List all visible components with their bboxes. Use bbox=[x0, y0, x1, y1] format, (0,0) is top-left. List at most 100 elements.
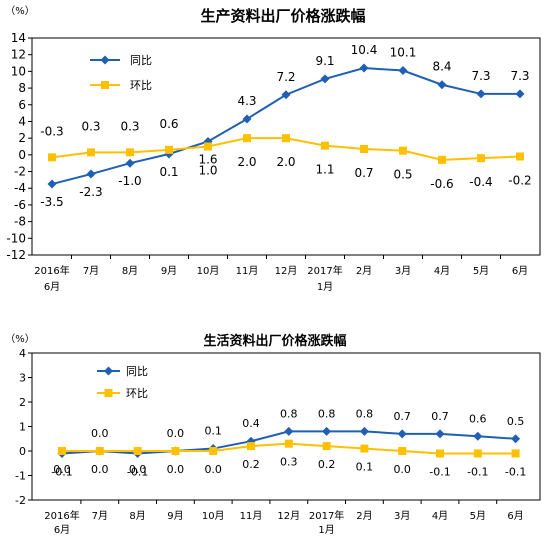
data-point bbox=[397, 429, 407, 439]
data-label: -0.2 bbox=[508, 174, 531, 188]
data-label: 0.0 bbox=[129, 463, 147, 476]
data-point bbox=[282, 134, 290, 143]
data-point bbox=[209, 447, 218, 455]
data-label: 2.0 bbox=[276, 155, 295, 169]
legend-item-mom: 环比 bbox=[97, 387, 148, 400]
legend-label: 同比 bbox=[126, 365, 148, 378]
data-label: 0.7 bbox=[393, 410, 411, 423]
data-label: 10.1 bbox=[390, 46, 417, 60]
data-label: 0.0 bbox=[91, 463, 109, 476]
x-tick-label: 4月 bbox=[432, 510, 448, 522]
data-label: -1.0 bbox=[118, 174, 141, 188]
data-label: 7.3 bbox=[510, 69, 529, 83]
data-point bbox=[398, 447, 407, 455]
data-point bbox=[437, 80, 447, 90]
y-tick-label: -2 bbox=[14, 165, 26, 179]
data-label: 0.0 bbox=[167, 463, 185, 476]
series-yoy: -0.10.0-0.10.0 0.10.40.8 0.8 0.8 0.7 0.7 0.6 0.… bbox=[51, 407, 524, 478]
x-tick-label: 3月 bbox=[394, 510, 410, 522]
x-tick-label: 2017年 bbox=[309, 509, 344, 522]
x-tick-label: 10月 bbox=[197, 265, 220, 277]
data-point bbox=[243, 134, 251, 143]
x-tick-label: 2016年 bbox=[44, 509, 79, 522]
data-label: 0.7 bbox=[431, 410, 449, 423]
data-point bbox=[133, 447, 142, 455]
data-point bbox=[399, 146, 407, 155]
data-point bbox=[126, 148, 134, 157]
data-point bbox=[473, 431, 483, 441]
data-label: 10.4 bbox=[351, 43, 378, 57]
data-label: 4.3 bbox=[237, 94, 256, 108]
data-label: 0.8 bbox=[280, 407, 298, 420]
x-tick-label: 3月 bbox=[395, 265, 411, 277]
x-tick-label: 6月 bbox=[54, 524, 70, 536]
y-unit-label: （%） bbox=[5, 333, 35, 345]
data-label: 8.4 bbox=[432, 60, 451, 74]
legend-marker bbox=[104, 389, 113, 397]
data-label: -0.4 bbox=[469, 175, 492, 189]
y-tick-label: 14 bbox=[11, 31, 26, 45]
legend-item-yoy: 同比 bbox=[97, 365, 148, 378]
legend-item-yoy: 同比 bbox=[90, 54, 152, 67]
y-tick-label: 0 bbox=[18, 148, 26, 162]
y-tick-label: 4 bbox=[18, 114, 26, 128]
data-label: -0.1 bbox=[505, 465, 526, 478]
data-label: 0.7 bbox=[354, 166, 373, 180]
data-point bbox=[48, 153, 56, 162]
data-point bbox=[247, 442, 255, 451]
data-point bbox=[322, 442, 331, 451]
data-point bbox=[359, 63, 369, 73]
y-tick-label: 3 bbox=[19, 372, 26, 385]
x-tick-label: 9月 bbox=[167, 510, 183, 522]
legend-label: 环比 bbox=[126, 387, 148, 400]
data-label: 0.3 bbox=[120, 119, 139, 133]
y-tick-label: -10 bbox=[6, 231, 26, 245]
y-tick-label: 6 bbox=[18, 98, 26, 112]
legend-label: 同比 bbox=[130, 54, 152, 67]
x-tick-label: 2月 bbox=[356, 265, 372, 277]
y-tick-label: -8 bbox=[14, 215, 26, 229]
data-label: 0.5 bbox=[507, 415, 525, 428]
data-point bbox=[515, 89, 525, 99]
x-tick-label: 11月 bbox=[236, 265, 259, 277]
data-label: -0.6 bbox=[430, 177, 453, 191]
data-label: 0.8 bbox=[356, 407, 374, 420]
data-point bbox=[322, 426, 332, 436]
data-label: 0.4 bbox=[242, 417, 260, 430]
legend-label: 环比 bbox=[130, 79, 152, 92]
data-label: -2.3 bbox=[79, 185, 102, 199]
data-point bbox=[435, 429, 445, 439]
y-tick-label: 8 bbox=[18, 81, 26, 95]
data-point bbox=[86, 169, 96, 179]
data-label: 0.0 bbox=[91, 427, 109, 440]
chart-1: 生产资料出厂价格涨跌幅 （%） -12 -10 -8 -6 -4 -2 0 2 4 6 8 10 12 14 2… bbox=[5, 5, 541, 293]
x-tick-label: 6月 bbox=[44, 281, 60, 293]
x-tick-label: 7月 bbox=[92, 510, 108, 522]
data-point bbox=[281, 90, 291, 100]
x-tick-label: 8月 bbox=[129, 510, 145, 522]
data-point bbox=[320, 74, 330, 84]
data-label: 0.0 bbox=[204, 463, 222, 476]
data-label: -0.1 bbox=[127, 465, 148, 478]
chart-2: 生活资料出厂价格涨跌幅 （%） -2 -1 0 1 2 3 4 2016年 6月 7月 8月 9月 10月 1… bbox=[5, 333, 541, 536]
data-point bbox=[477, 154, 485, 163]
x-tick-label: 7月 bbox=[83, 265, 99, 277]
plot-frame bbox=[31, 37, 541, 256]
data-label: 1.0 bbox=[198, 164, 217, 178]
legend-marker bbox=[104, 366, 113, 376]
data-label: 0.0 bbox=[167, 427, 185, 440]
data-point bbox=[284, 426, 294, 436]
data-label: 7.2 bbox=[276, 70, 295, 84]
x-tick-label: 4月 bbox=[434, 265, 450, 277]
y-tick-label: 1 bbox=[19, 421, 26, 434]
data-point bbox=[47, 179, 57, 189]
y-tick-label: -12 bbox=[6, 248, 26, 262]
x-tick-label: 2017年 bbox=[307, 264, 342, 277]
y-tick-label: -2 bbox=[15, 494, 26, 507]
data-point bbox=[511, 449, 520, 458]
data-point bbox=[95, 447, 104, 455]
data-point bbox=[165, 145, 173, 154]
data-label: -0.1 bbox=[51, 465, 72, 478]
chart-title: 生活资料出厂价格涨跌幅 bbox=[203, 333, 346, 349]
